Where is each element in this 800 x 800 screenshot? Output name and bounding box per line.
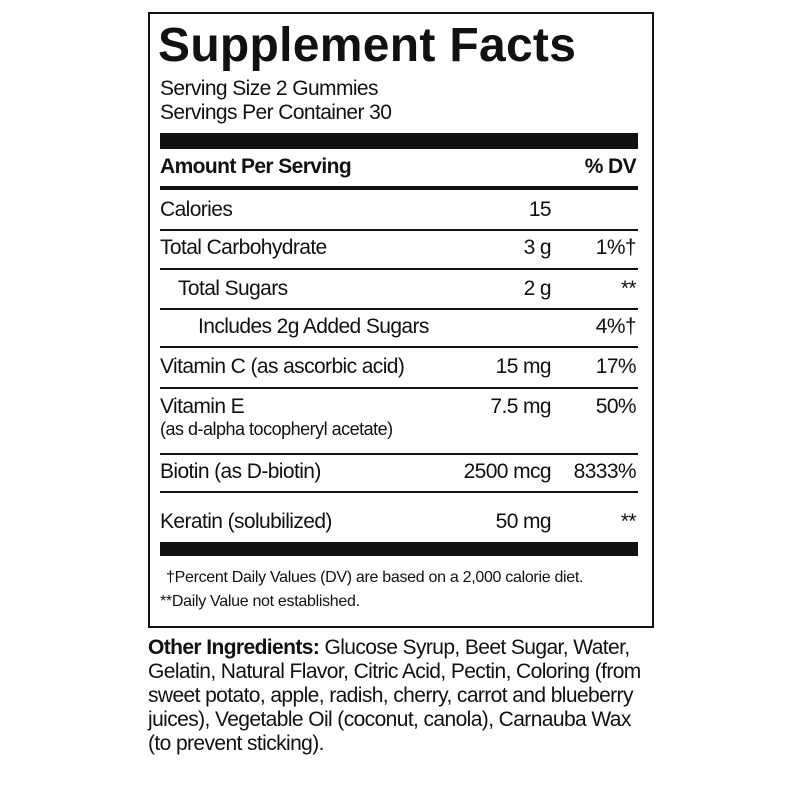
servings-per-container: Servings Per Container 30 (160, 101, 392, 124)
amount: 3 g (523, 236, 552, 259)
nutrient-name: Includes 2g Added Sugars (198, 315, 429, 338)
nutrient-name: Total Sugars (178, 277, 288, 300)
daily-value: 50% (595, 395, 637, 418)
rule (160, 229, 638, 231)
amount: 15 mg (495, 355, 552, 378)
facts-panel (148, 12, 654, 628)
nutrient-name: Vitamin C (as ascorbic acid) (160, 355, 405, 378)
nutrient-name: Biotin (as D-biotin) (160, 460, 321, 483)
footnote: **Daily Value not established. (160, 593, 360, 610)
daily-value: 8333% (573, 460, 637, 483)
nutrient-source: (as d-alpha tocopheryl acetate) (160, 419, 393, 439)
nutrient-name: Calories (160, 198, 233, 221)
rule (160, 186, 638, 190)
rule (160, 387, 638, 389)
rule (160, 308, 638, 310)
amount: 50 mg (495, 510, 552, 533)
daily-value: 17% (595, 355, 637, 378)
daily-value: 4%† (595, 315, 637, 338)
title: Supplement Facts (158, 19, 577, 72)
thick-rule (160, 133, 638, 149)
ingredients-label: Other Ingredients: (148, 636, 320, 659)
nutrient-name: Total Carbohydrate (160, 236, 327, 259)
column-header: Amount Per Serving (160, 155, 352, 178)
nutrient-name: Keratin (solubilized) (160, 510, 332, 533)
serving-size: Serving Size 2 Gummies (160, 77, 378, 100)
amount: 7.5 mg (490, 395, 551, 418)
amount: 2 g (523, 277, 552, 300)
ingredients-text: Glucose Syrup, Beet Sugar, Water, Gelati… (148, 636, 641, 755)
amount: 2500 mcg (463, 460, 552, 483)
amount: 15 (528, 198, 552, 221)
other-ingredients: Other Ingredients: Glucose Syrup, Beet S… (148, 636, 648, 756)
daily-value: ** (620, 277, 637, 300)
rule (160, 453, 638, 455)
thick-rule (160, 542, 638, 556)
footnote: †Percent Daily Values (DV) are based on … (166, 569, 584, 586)
daily-value: 1%† (595, 236, 637, 259)
rule (160, 491, 638, 493)
column-header: % DV (584, 155, 637, 178)
rule (160, 346, 638, 348)
rule (160, 268, 638, 270)
daily-value: ** (620, 510, 637, 533)
nutrient-name: Vitamin E (160, 395, 245, 418)
